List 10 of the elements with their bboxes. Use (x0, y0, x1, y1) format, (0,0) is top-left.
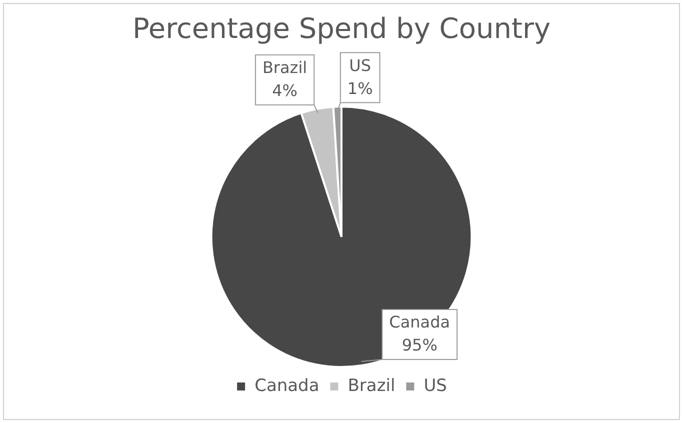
data-label: 95% (402, 336, 438, 355)
legend-label: Brazil (348, 376, 396, 396)
slice-label: US (349, 56, 372, 75)
chart-title: Percentage Spend by Country (132, 12, 551, 46)
data-label: 4% (272, 81, 298, 100)
legend-label: US (424, 376, 447, 396)
data-label: 1% (347, 78, 373, 98)
slice-label: Brazil (262, 58, 308, 78)
slice-label: Canada (389, 312, 450, 332)
legend-label: Canada (254, 376, 320, 396)
